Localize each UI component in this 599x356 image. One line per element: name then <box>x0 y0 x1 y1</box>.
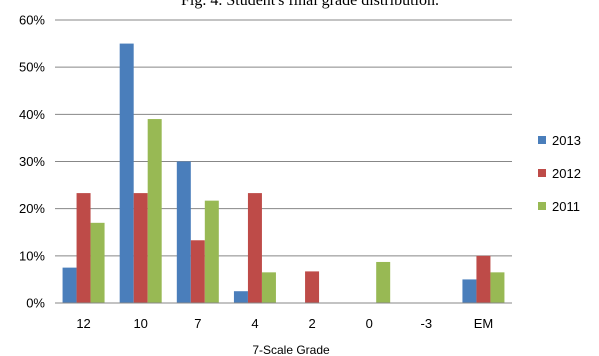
bar-2011-7 <box>204 200 219 303</box>
bar-2013-7 <box>176 161 191 303</box>
x-tick-label: EM <box>474 316 494 331</box>
x-tick-label: 7 <box>194 316 201 331</box>
bar-2012-7 <box>190 240 205 303</box>
legend: 2013 2012 2011 <box>538 133 581 214</box>
legend-label: 2011 <box>552 199 580 214</box>
bar-2011-12 <box>90 222 105 303</box>
bar-2013-EM <box>462 279 477 303</box>
legend-swatch <box>538 202 546 210</box>
x-tick-label: 0 <box>366 316 373 331</box>
y-tick-label: 50% <box>19 60 45 75</box>
y-tick-label: 40% <box>19 107 45 122</box>
x-axis-ticks: 12 10 7 4 2 0 -3 EM <box>76 316 493 331</box>
bar-2013-10 <box>119 43 134 303</box>
y-tick-label: 30% <box>19 154 45 169</box>
y-axis-ticks: 0% 10% 20% 30% 40% 50% 60% <box>19 13 45 311</box>
x-tick-label: 12 <box>76 316 90 331</box>
bar-2012-10 <box>133 193 148 303</box>
bar-2011-4 <box>261 272 276 303</box>
legend-swatch <box>538 136 546 144</box>
chart-title: Fig. 4. Student's final grade distributi… <box>181 0 439 9</box>
legend-label: 2012 <box>552 166 581 181</box>
x-tick-label: -3 <box>421 316 433 331</box>
y-tick-label: 60% <box>19 13 45 28</box>
bars <box>62 43 505 303</box>
bar-2012-12 <box>76 193 91 303</box>
bar-2012-4 <box>247 193 262 303</box>
x-tick-label: 10 <box>133 316 147 331</box>
bar-2012-2 <box>305 271 320 303</box>
x-tick-label: 4 <box>251 316 258 331</box>
bar-2013-4 <box>233 291 248 303</box>
bar-2011-10 <box>147 119 162 303</box>
y-tick-label: 10% <box>19 248 45 263</box>
bar-2012-EM <box>476 255 491 303</box>
x-axis-title: 7-Scale Grade <box>252 343 330 356</box>
bar-2011-0 <box>376 261 391 303</box>
bar-2011-EM <box>490 272 505 303</box>
bar-2013-12 <box>62 267 77 303</box>
legend-label: 2013 <box>552 133 581 148</box>
x-tick-label: 2 <box>308 316 315 331</box>
y-tick-label: 0% <box>26 296 45 311</box>
y-tick-label: 20% <box>19 201 45 216</box>
legend-swatch <box>538 169 546 177</box>
